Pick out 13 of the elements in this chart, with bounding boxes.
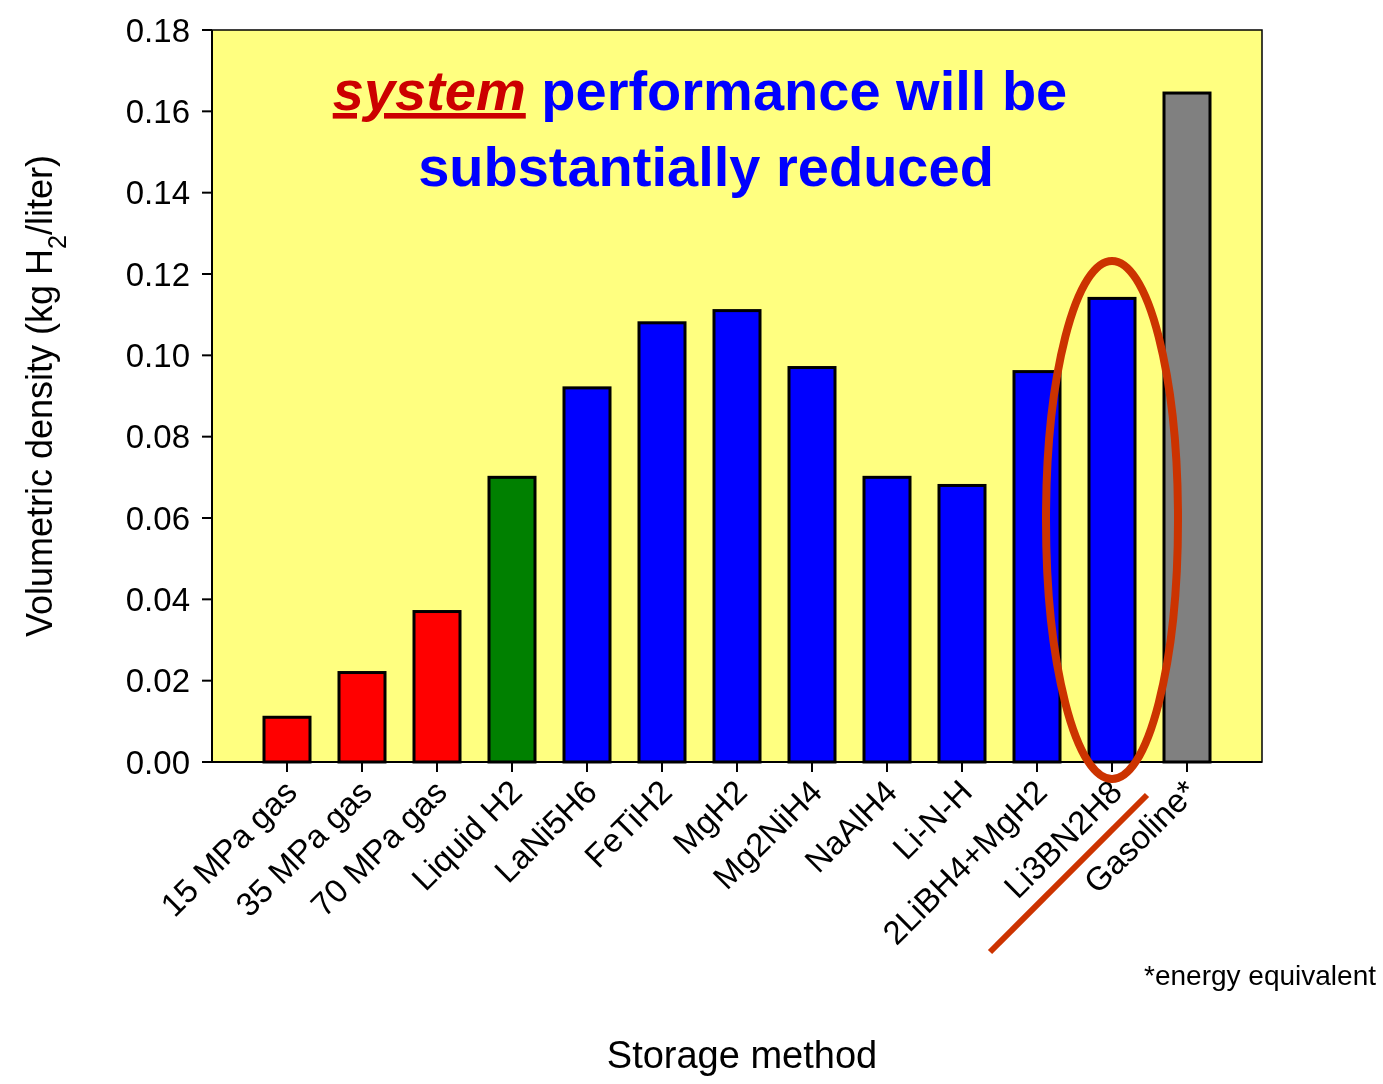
- y-tick-label: 0.04: [125, 580, 190, 618]
- y-tick-label: 0.00: [125, 743, 190, 781]
- y-tick-label: 0.02: [125, 662, 190, 700]
- y-tick-label: 0.08: [125, 418, 190, 456]
- y-tick-label: 0.14: [125, 174, 190, 212]
- x-axis-title: Storage method: [606, 1034, 878, 1076]
- y-tick-label: 0.18: [125, 11, 190, 49]
- text: *energy equivalent: [1144, 960, 1377, 991]
- annotation: system performance will be substantially reduced: [332, 59, 1068, 198]
- y-tick-label: 0.06: [125, 499, 190, 537]
- y-tick-label: 0.16: [125, 92, 190, 130]
- y-tick-label: 0.10: [125, 336, 190, 374]
- y-tick-label: 0.12: [125, 255, 190, 293]
